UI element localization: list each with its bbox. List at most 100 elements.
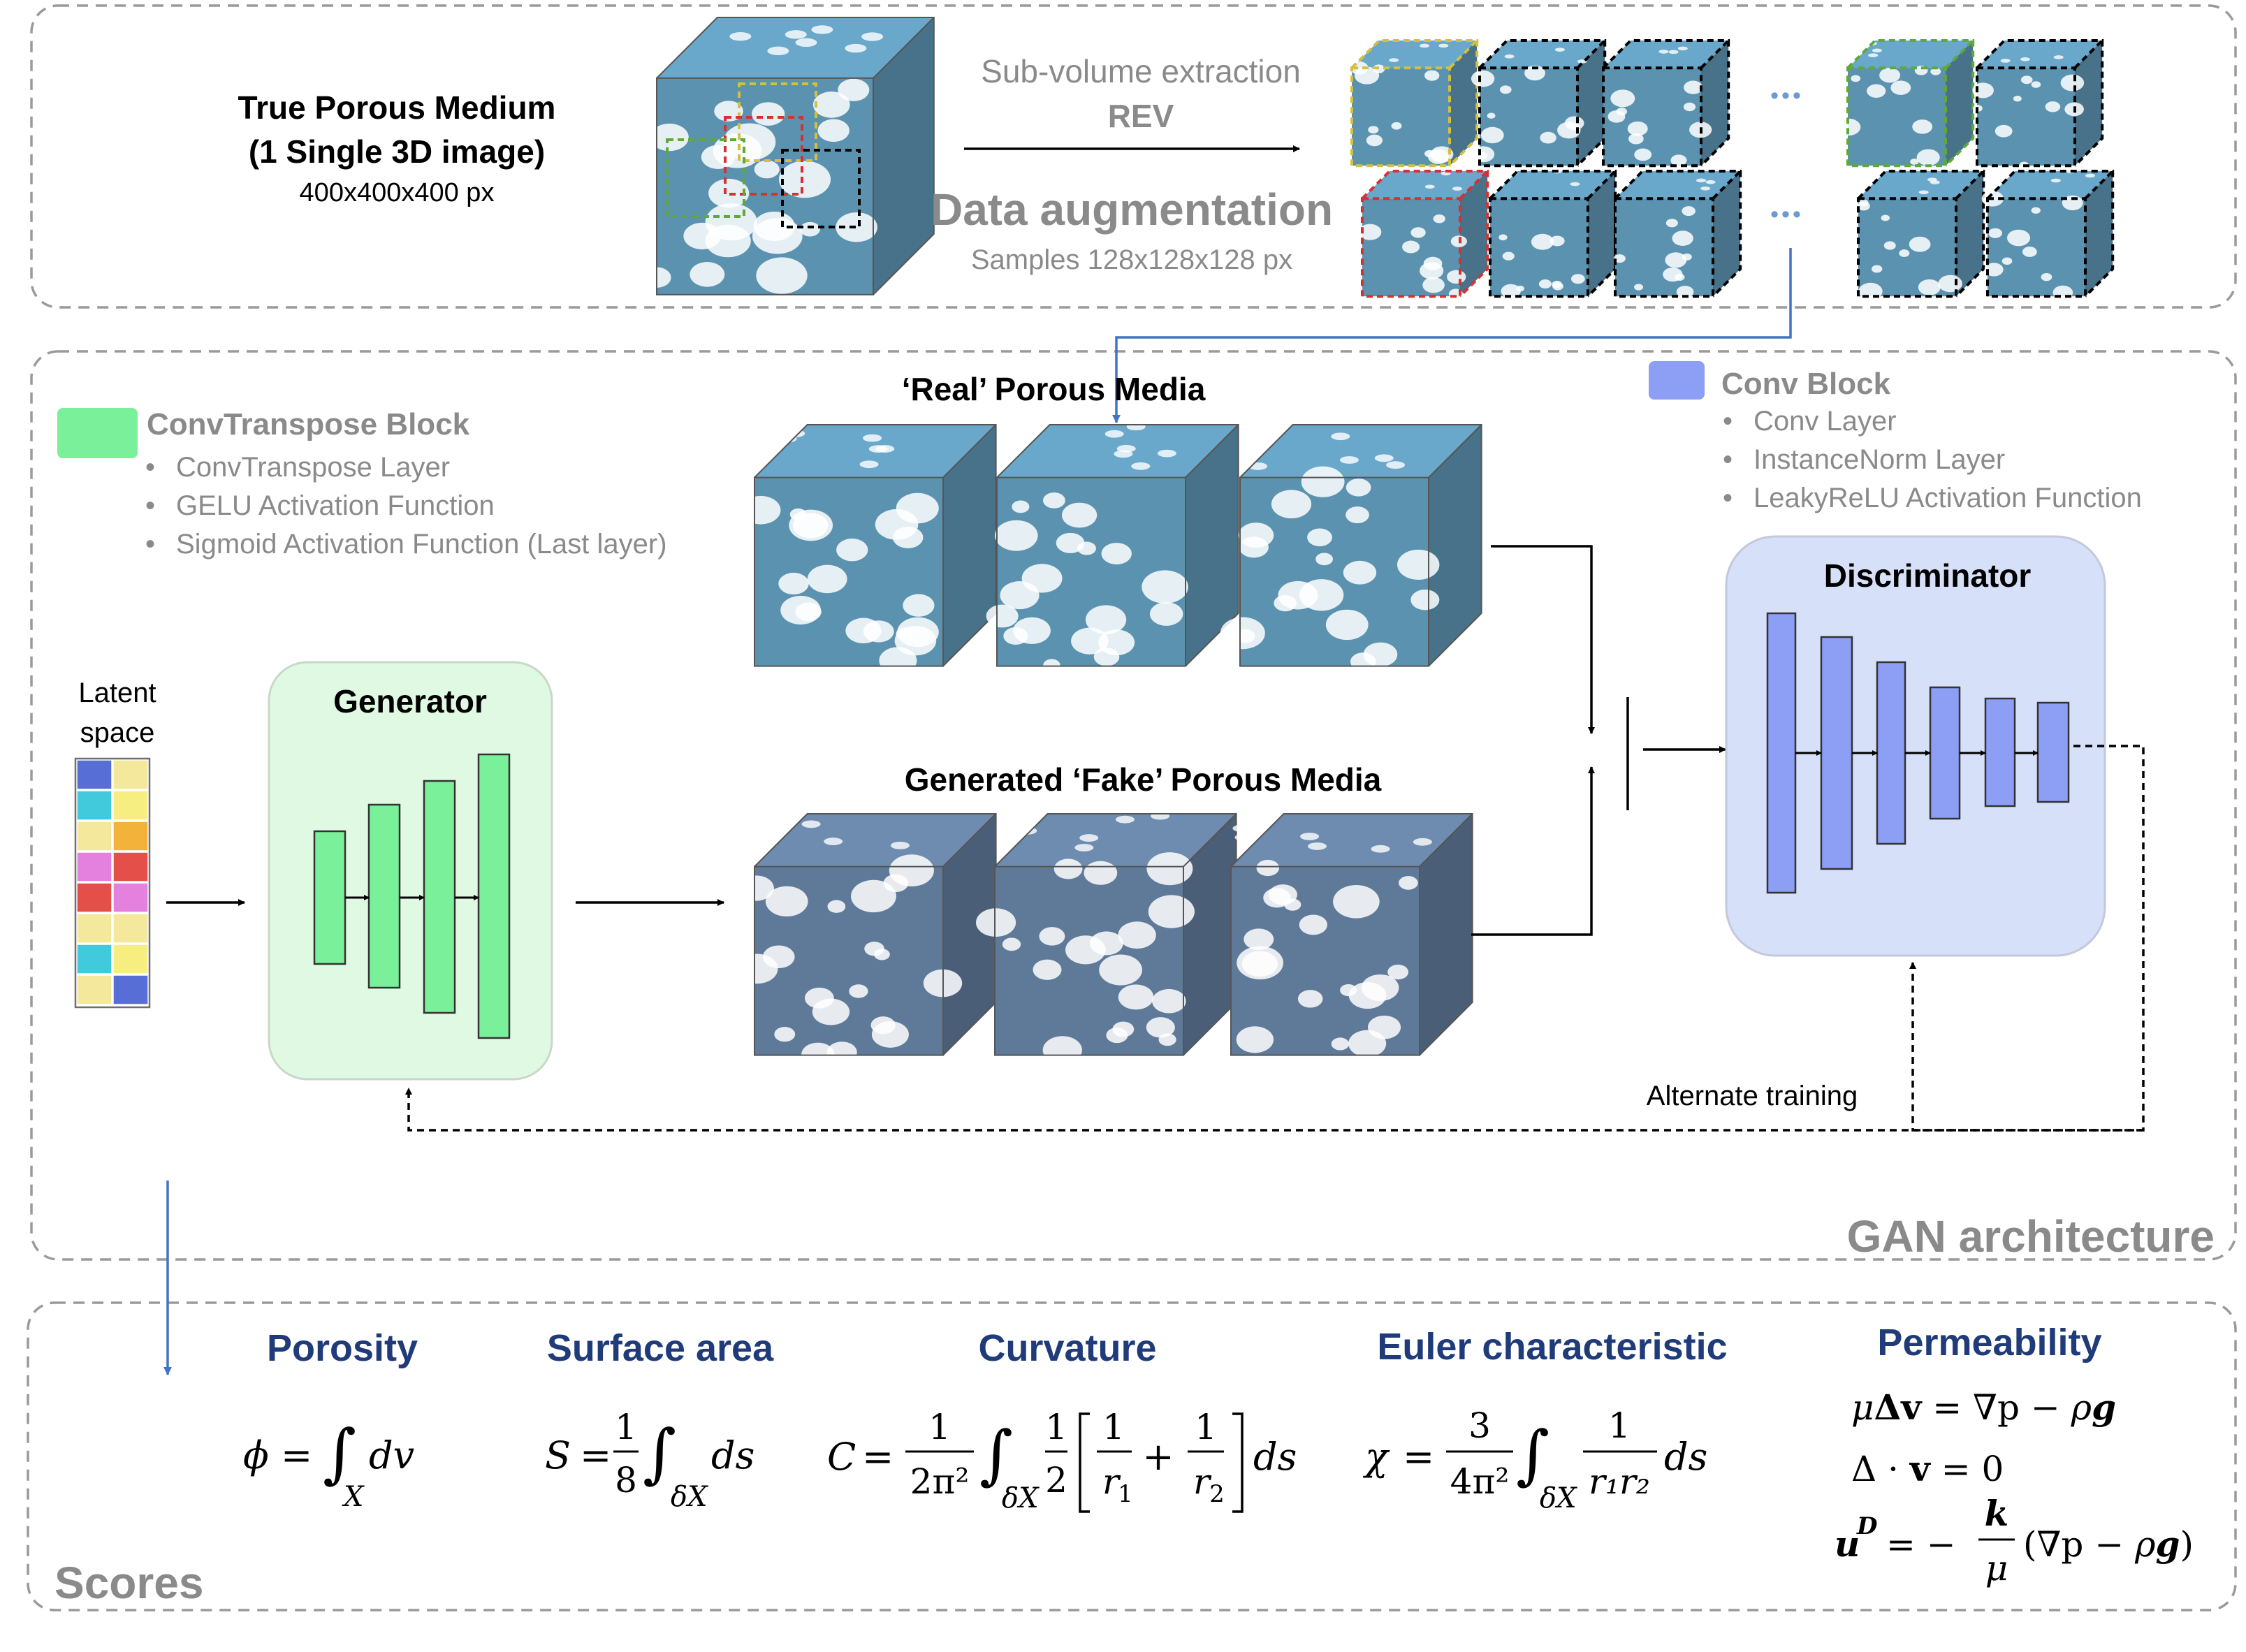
convtranspose-layer	[313, 830, 347, 965]
svg-text:∫: ∫	[643, 1416, 676, 1491]
conv-block-list: • Conv Layer • InstanceNorm Layer • Leak…	[1723, 406, 2142, 513]
euler-formula: χ = 3 4π² ∫ δX 1 r₁r₂ ds	[1362, 1405, 1707, 1514]
latent-cell	[112, 759, 149, 790]
svg-text:C: C	[827, 1435, 856, 1479]
conv-layer	[1984, 697, 2016, 807]
svg-text:k: k	[1985, 1493, 2009, 1534]
svg-text:•: •	[1723, 406, 1733, 437]
svg-text:r₁r₂: r₁r₂	[1589, 1461, 1650, 1502]
porosity-heading: Porosity	[267, 1327, 418, 1369]
svg-text:δX: δX	[1002, 1482, 1040, 1514]
svg-text:δX: δX	[1540, 1482, 1577, 1514]
svg-text:•: •	[145, 490, 155, 521]
fake-to-merge-line	[1471, 766, 1595, 936]
single-3d-image-subtitle: (1 Single 3D image)	[249, 133, 545, 170]
svg-text:δX: δX	[671, 1481, 708, 1513]
conv-item-3: LeakyReLU Activation Function	[1753, 483, 2142, 513]
svg-text:= −: = −	[1886, 1524, 1956, 1565]
fake-cube	[736, 813, 997, 1067]
svg-text:1: 1	[928, 1407, 951, 1447]
sample-cube	[1471, 39, 1607, 168]
svg-text:ds: ds	[711, 1433, 754, 1477]
samples-size-label: Samples 128x128x128 px	[971, 244, 1292, 275]
svg-text:Δ · v = 0: Δ · v = 0	[1851, 1448, 2004, 1489]
svg-text:1: 1	[1608, 1405, 1631, 1446]
sub-volume-outline	[724, 116, 803, 196]
true-porous-medium-title: True Porous Medium	[238, 89, 556, 126]
convtranspose-block-list: • ConvTranspose Layer • GELU Activation …	[145, 452, 667, 560]
sample-cube	[1489, 169, 1617, 298]
sub-volume-samples	[1350, 39, 2115, 300]
sample-cube	[1972, 39, 2104, 169]
svg-text:=: =	[1403, 1435, 1434, 1479]
latent-cell	[112, 821, 149, 851]
latent-cell	[76, 851, 112, 882]
porosity-formula: ϕ = ∫ X dv	[243, 1416, 414, 1513]
conv-layer	[1876, 661, 1906, 845]
latent-cell	[76, 790, 112, 821]
conv-layer	[1820, 636, 1853, 870]
conv-layer	[1766, 612, 1797, 894]
svg-text:1: 1	[1102, 1407, 1125, 1447]
svg-text:∫: ∫	[1516, 1417, 1549, 1492]
svg-text:ds: ds	[1253, 1435, 1297, 1479]
sub-volume-outline	[781, 149, 861, 228]
data-augmentation-label: Data augmentation	[931, 184, 1333, 235]
svg-text:•: •	[1723, 483, 1733, 513]
svg-text:μ: μ	[1985, 1548, 2008, 1588]
real-cube	[986, 423, 1239, 671]
svg-text:(∇p − ρg): (∇p − ρg)	[2023, 1523, 2194, 1565]
permeability-formulas: μΔv = ∇p − ρg Δ · v = 0 u D = − k μ (∇p …	[1835, 1387, 2194, 1588]
real-cube	[741, 424, 997, 674]
latent-label-line1: Latent	[78, 678, 156, 708]
gan-architecture-frame	[30, 350, 2237, 1261]
scores-frame	[27, 1301, 2237, 1611]
svg-text:2: 2	[1209, 1480, 1225, 1508]
svg-text:2: 2	[1045, 1460, 1067, 1500]
surface-area-formula: S = 1 8 ∫ δX ds	[545, 1407, 754, 1513]
sample-cube	[1857, 170, 1985, 300]
sample-cube	[1981, 169, 2115, 300]
conv-legend-swatch	[1649, 361, 1705, 400]
rev-label: REV	[1108, 98, 1174, 134]
convtranspose-layer	[367, 803, 401, 989]
true-porous-medium-cube	[642, 17, 935, 295]
samples-to-real-arrow	[1112, 248, 1792, 423]
ellipsis-row-1: •••	[1770, 82, 1804, 109]
sub-volume-outline	[666, 138, 745, 218]
curvature-formula: C = 1 2π² ∫ δX 1 2 1 r 1 + 1 r 2 ds	[827, 1407, 1297, 1514]
fake-porous-media-cubes	[736, 812, 1473, 1067]
latent-cell	[76, 821, 112, 851]
alternate-training-to-discriminator	[1909, 962, 2143, 1132]
convtranspose-block-title: ConvTranspose Block	[147, 407, 470, 441]
data-augmentation-frame	[30, 4, 2237, 309]
svg-text:3: 3	[1468, 1405, 1491, 1446]
convtranspose-item-2: GELU Activation Function	[176, 490, 495, 521]
svg-text:1: 1	[1195, 1407, 1217, 1447]
convtranspose-layer	[423, 780, 456, 1014]
conv-block-title: Conv Block	[1721, 367, 1891, 401]
svg-text:+: +	[1142, 1435, 1174, 1479]
curvature-heading: Curvature	[978, 1327, 1156, 1369]
svg-text:u: u	[1835, 1523, 1860, 1565]
sub-volume-outline	[738, 82, 817, 162]
svg-text:•: •	[145, 529, 155, 560]
svg-text:=: =	[580, 1433, 611, 1477]
fake-cube	[975, 812, 1237, 1065]
svg-text:χ: χ	[1362, 1435, 1390, 1479]
svg-text:1: 1	[615, 1407, 637, 1447]
ellipsis-row-2: •••	[1770, 201, 1804, 228]
svg-text:•: •	[145, 452, 155, 483]
latent-cell	[112, 851, 149, 882]
discriminator-title: Discriminator	[1824, 557, 2032, 594]
sub-volume-extraction-label: Sub-volume extraction	[981, 53, 1301, 89]
sample-cube	[1613, 170, 1742, 298]
fake-porous-media-label: Generated ‘Fake’ Porous Media	[905, 761, 1382, 798]
conv-item-2: InstanceNorm Layer	[1753, 444, 2005, 475]
sample-cube	[1350, 39, 1479, 168]
discriminator-layers	[1766, 612, 2070, 894]
conv-layer	[1929, 686, 1961, 820]
convtranspose-item-3: Sigmoid Activation Function (Last layer)	[176, 529, 667, 560]
surface-area-heading: Surface area	[547, 1327, 774, 1369]
permeability-heading: Permeability	[1877, 1322, 2101, 1364]
